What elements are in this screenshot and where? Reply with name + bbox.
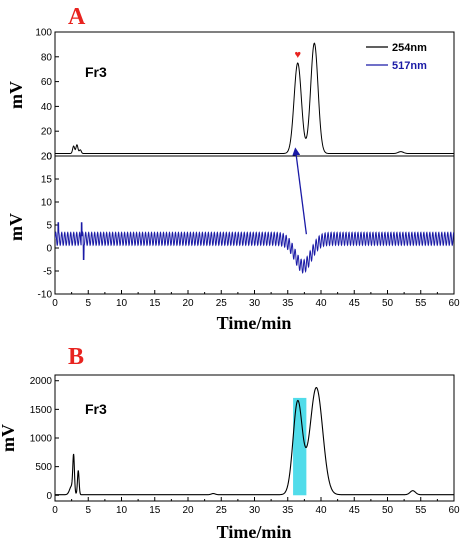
panel-a-lower-frame <box>54 155 455 295</box>
xtick-label: 0 <box>52 505 58 516</box>
b-ytick-label: 2000 <box>30 376 53 387</box>
legend-label-517nm: 517nm <box>392 60 427 72</box>
arrow-peak-link <box>292 147 308 235</box>
xtick-label: 25 <box>216 505 228 516</box>
panel-b-axes: 0 500 1000 1500 2000 0 5 10 15 20 25 30 35 40 45 50 55 60 <box>30 376 460 516</box>
xtick-label: 20 <box>182 298 194 309</box>
trace-254nm-panel-b <box>55 387 454 496</box>
a-upper-ytick-label: 80 <box>41 52 53 63</box>
panel-b-ylabel: mV <box>0 424 18 452</box>
xtick-label: 10 <box>116 505 128 516</box>
panel-a-letter: A <box>68 4 86 30</box>
a-lower-ytick-label: -5 <box>43 267 52 278</box>
xtick-label: 20 <box>182 505 194 516</box>
a-upper-ytick-label: 20 <box>41 127 53 138</box>
b-ytick-label: 1000 <box>30 434 53 445</box>
xtick-label: 45 <box>349 505 361 516</box>
a-lower-ytick-label: 10 <box>41 198 53 209</box>
panel-a-xlabel: Time/min <box>217 313 292 333</box>
b-ytick-label: 1500 <box>30 405 53 416</box>
xtick-label: 5 <box>85 505 91 516</box>
a-lower-ytick-label: 5 <box>46 221 52 232</box>
b-ytick-label: 500 <box>35 462 52 473</box>
xtick-label: 10 <box>116 298 128 309</box>
trace-254nm-panel-a <box>55 42 454 155</box>
trace-517nm-panel-a <box>55 222 454 274</box>
xtick-label: 45 <box>349 298 361 309</box>
panel-a-upper-ylabel: mV <box>6 81 26 109</box>
xtick-label: 50 <box>382 298 394 309</box>
a-upper-ytick-label: 40 <box>41 102 53 113</box>
heart-marker: ♥ <box>294 49 301 61</box>
xtick-label: 55 <box>415 298 427 309</box>
legend-label-254nm: 254nm <box>392 42 427 54</box>
xtick-label: 40 <box>315 505 327 516</box>
panel-b: 0 500 1000 1500 2000 0 5 10 15 20 25 30 35 40 45 50 55 60… <box>0 374 460 542</box>
xtick-label: 60 <box>448 298 460 309</box>
xtick-label: 55 <box>415 505 427 516</box>
xtick-label: 0 <box>52 298 58 309</box>
a-lower-ytick-label: 20 <box>41 152 53 163</box>
xtick-label: 15 <box>149 505 161 516</box>
panel-a-fraction-label: Fr3 <box>85 64 107 80</box>
a-upper-ytick-label: 0 <box>46 152 52 163</box>
xtick-label: 35 <box>282 505 294 516</box>
xtick-label: 30 <box>249 505 261 516</box>
panel-b-fraction-label: Fr3 <box>85 401 107 417</box>
xtick-label: 50 <box>382 505 394 516</box>
xtick-label: 35 <box>282 298 294 309</box>
collection-window-highlight <box>293 397 307 496</box>
xtick-label: 5 <box>85 298 91 309</box>
b-ytick-label: 0 <box>46 491 52 502</box>
xtick-label: 40 <box>315 298 327 309</box>
panel-b-xlabel: Time/min <box>217 522 292 542</box>
a-upper-ytick-label: 60 <box>41 77 53 88</box>
panel-b-frame <box>54 374 455 502</box>
xtick-label: 15 <box>149 298 161 309</box>
panel-b-letter: B <box>68 344 84 370</box>
panel-a-lower-ylabel: mV <box>6 213 26 241</box>
a-lower-ytick-label: -10 <box>38 290 53 301</box>
a-upper-ytick-label: 100 <box>35 28 52 39</box>
legend: 254nm 517nm <box>366 42 427 72</box>
xtick-label: 60 <box>448 505 460 516</box>
xtick-label: 30 <box>249 298 261 309</box>
a-lower-ytick-label: 15 <box>41 175 53 186</box>
a-lower-ytick-label: 0 <box>46 244 52 255</box>
xtick-label: 25 <box>216 298 228 309</box>
